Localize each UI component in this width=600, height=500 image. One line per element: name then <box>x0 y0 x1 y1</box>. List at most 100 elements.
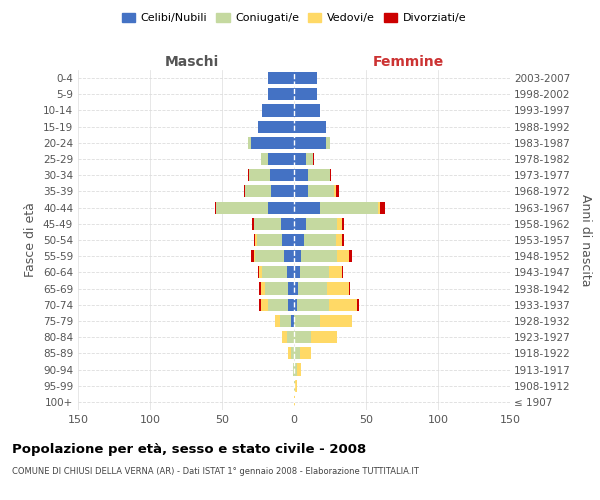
Bar <box>258 266 259 278</box>
Bar <box>294 380 295 392</box>
Bar <box>305 218 337 230</box>
Bar <box>336 186 338 198</box>
Bar <box>294 218 305 230</box>
Bar <box>268 72 294 84</box>
Bar <box>300 266 329 278</box>
Bar <box>294 234 304 246</box>
Bar <box>294 364 297 376</box>
Bar <box>304 234 336 246</box>
Bar <box>259 282 261 294</box>
Bar <box>269 169 294 181</box>
Bar <box>341 266 343 278</box>
Bar <box>288 298 294 311</box>
Bar <box>341 218 344 230</box>
Bar <box>327 282 349 294</box>
Bar <box>255 234 257 246</box>
Text: Maschi: Maschi <box>165 56 219 70</box>
Bar <box>252 218 254 230</box>
Bar <box>349 282 350 294</box>
Bar <box>288 348 291 360</box>
Bar <box>294 120 326 132</box>
Bar <box>254 218 281 230</box>
Bar <box>329 266 341 278</box>
Bar <box>294 153 305 165</box>
Bar <box>245 186 271 198</box>
Bar <box>294 202 320 213</box>
Bar <box>262 104 294 117</box>
Bar <box>261 298 268 311</box>
Text: COMUNE DI CHIUSI DELLA VERNA (AR) - Dati ISTAT 1° gennaio 2008 - Elaborazione TU: COMUNE DI CHIUSI DELLA VERNA (AR) - Dati… <box>12 468 419 476</box>
Bar <box>294 348 300 360</box>
Bar <box>251 250 254 262</box>
Bar <box>291 348 294 360</box>
Bar <box>297 298 329 311</box>
Bar <box>291 315 294 327</box>
Bar <box>295 380 297 392</box>
Bar <box>313 153 314 165</box>
Bar <box>294 250 301 262</box>
Bar <box>294 282 298 294</box>
Bar <box>275 315 280 327</box>
Bar <box>349 250 352 262</box>
Bar <box>337 218 341 230</box>
Bar <box>329 298 358 311</box>
Bar <box>251 137 294 149</box>
Bar <box>320 202 377 213</box>
Bar <box>248 169 250 181</box>
Bar <box>294 88 317 101</box>
Bar <box>294 104 320 117</box>
Y-axis label: Anni di nascita: Anni di nascita <box>579 194 592 286</box>
Bar <box>268 153 294 165</box>
Bar <box>271 186 294 198</box>
Legend: Celibi/Nubili, Coniugati/e, Vedovi/e, Divorziati/e: Celibi/Nubili, Coniugati/e, Vedovi/e, Di… <box>118 8 470 28</box>
Bar <box>287 266 294 278</box>
Bar <box>326 137 330 149</box>
Bar <box>308 169 330 181</box>
Bar <box>320 315 352 327</box>
Text: Femmine: Femmine <box>373 56 443 70</box>
Bar <box>250 169 269 181</box>
Bar <box>284 250 294 262</box>
Bar <box>311 331 337 343</box>
Bar <box>262 266 287 278</box>
Bar <box>300 348 311 360</box>
Bar <box>215 202 216 213</box>
Bar <box>294 266 300 278</box>
Text: Popolazione per età, sesso e stato civile - 2008: Popolazione per età, sesso e stato civil… <box>12 442 366 456</box>
Bar <box>337 250 349 262</box>
Bar <box>330 169 331 181</box>
Bar <box>288 282 294 294</box>
Bar <box>294 72 317 84</box>
Bar <box>358 298 359 311</box>
Bar <box>287 331 294 343</box>
Bar <box>216 202 268 213</box>
Bar <box>301 250 337 262</box>
Bar <box>294 396 295 408</box>
Bar <box>257 234 283 246</box>
Bar <box>305 153 313 165</box>
Bar <box>259 266 262 278</box>
Bar <box>294 169 308 181</box>
Bar <box>261 153 268 165</box>
Bar <box>268 202 294 213</box>
Bar <box>294 137 326 149</box>
Bar <box>254 234 255 246</box>
Bar <box>334 186 336 198</box>
Bar <box>268 298 288 311</box>
Bar <box>259 298 261 311</box>
Bar <box>298 282 327 294</box>
Bar <box>380 202 385 213</box>
Bar <box>283 331 287 343</box>
Bar <box>294 186 308 198</box>
Bar <box>265 282 288 294</box>
Bar <box>294 331 311 343</box>
Bar <box>255 250 284 262</box>
Bar <box>294 315 320 327</box>
Bar <box>281 218 294 230</box>
Bar <box>283 234 294 246</box>
Bar <box>308 186 334 198</box>
Bar <box>297 364 301 376</box>
Bar <box>280 315 291 327</box>
Bar <box>377 202 380 213</box>
Bar <box>294 298 297 311</box>
